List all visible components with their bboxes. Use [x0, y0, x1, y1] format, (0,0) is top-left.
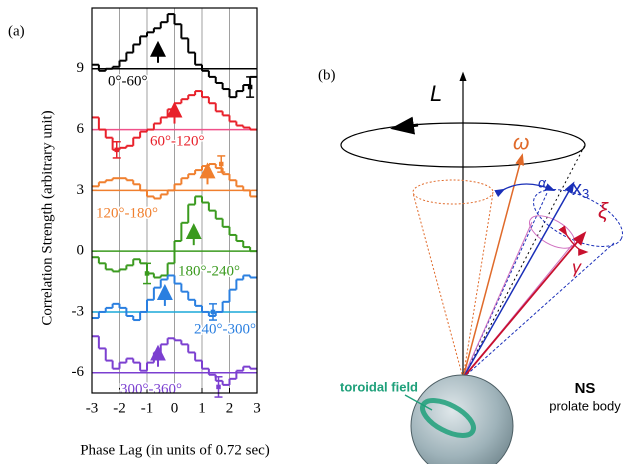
x3-vector — [462, 181, 575, 379]
plot-frame — [91, 7, 258, 394]
x-tick-label: 1 — [198, 400, 206, 416]
x-tick-label: -3 — [86, 400, 99, 416]
x-tick-label: 3 — [253, 400, 261, 416]
x3-symbol: x — [572, 178, 582, 200]
omega-label: ω — [513, 132, 529, 155]
cone-edge — [412, 192, 464, 379]
series-label: 120°-180° — [96, 205, 158, 221]
prolate-body-label: prolate body — [549, 398, 621, 413]
cone-edge — [462, 192, 494, 379]
toroidal-field-label: toroidal field — [340, 379, 418, 394]
panel-a: (a) Correlation Strength (arbitrary unit… — [8, 7, 270, 458]
error-bar — [143, 262, 151, 285]
error-bar-point — [247, 84, 253, 90]
panel-b: (b) L ω α x3 ξ γ toroidal field NS prola… — [318, 67, 623, 464]
cone-edge — [462, 221, 533, 379]
y-tick-label: 9 — [77, 60, 85, 76]
gamma-label: γ — [572, 257, 582, 277]
y-tick-label: 3 — [77, 182, 85, 198]
error-bar-point — [219, 161, 224, 167]
series-label: 60°-120° — [150, 133, 205, 149]
error-bar — [246, 76, 255, 98]
error-bar — [214, 376, 223, 398]
panel-label: (a) — [8, 23, 25, 39]
error-bar — [112, 140, 121, 159]
error-bar — [209, 303, 217, 321]
cone-edge — [462, 192, 548, 379]
panel-label: (b) — [318, 67, 336, 83]
x-tick-label: -2 — [113, 400, 126, 416]
xi-vector — [462, 231, 587, 379]
ns-label: NS — [575, 380, 596, 397]
series-label: 300°-360° — [120, 381, 182, 397]
rotation-arrow — [390, 116, 419, 135]
xi-label: ξ — [598, 198, 609, 223]
cone-ellipse — [412, 179, 494, 205]
dotted-line — [462, 144, 586, 379]
error-bar-point — [144, 271, 150, 276]
x3-subscript: 3 — [582, 186, 589, 201]
series-label: 0°-60° — [108, 73, 148, 89]
x3-label: x3 — [572, 178, 589, 201]
x-axis-label: Phase Lag (in units of 0.72 sec) — [80, 442, 270, 458]
neutron-star — [410, 374, 514, 464]
x-tick-label: 2 — [226, 400, 234, 416]
error-bar-point — [216, 384, 221, 390]
error-bar-point — [114, 147, 119, 153]
cone-edge — [462, 242, 615, 379]
series-label: 240°-300° — [194, 321, 256, 337]
l-label: L — [430, 81, 442, 106]
y-tick-label: -3 — [72, 303, 85, 319]
y-axis-label: Correlation Strength (arbitrary unit) — [39, 110, 55, 325]
error-bar — [217, 155, 226, 173]
y-tick-label: -6 — [72, 364, 85, 380]
pointer-line — [404, 394, 433, 411]
series-label: 180°-240° — [178, 263, 240, 279]
y-tick-label: 6 — [77, 121, 85, 137]
alpha-label: α — [538, 175, 547, 191]
y-tick-label: 0 — [77, 243, 85, 259]
x-tick-label: 0 — [171, 400, 179, 416]
alpha-arc — [494, 183, 556, 198]
gamma-arc — [558, 225, 589, 256]
error-bar-point — [210, 309, 216, 315]
x-tick-label: -1 — [141, 400, 154, 416]
